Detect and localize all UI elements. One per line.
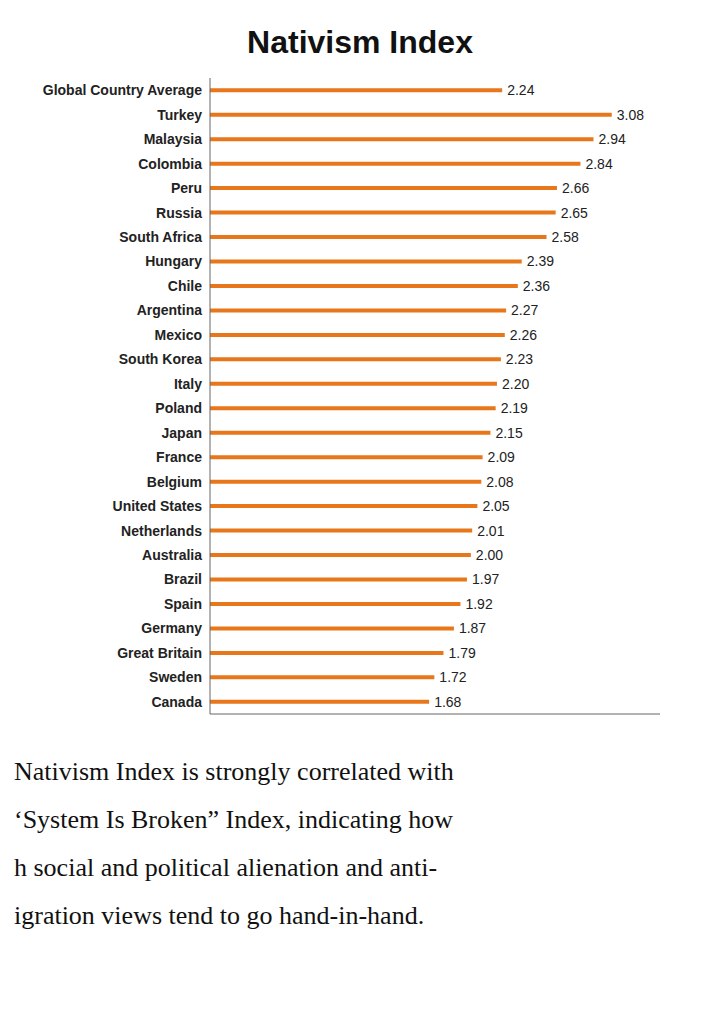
svg-text:2.58: 2.58 [552,229,579,245]
svg-text:France: France [156,449,202,465]
svg-text:Poland: Poland [155,400,202,416]
svg-text:Chile: Chile [168,278,202,294]
svg-text:2.26: 2.26 [510,327,537,343]
svg-text:2.27: 2.27 [511,302,538,318]
svg-text:2.05: 2.05 [482,498,509,514]
svg-text:1.68: 1.68 [434,694,461,710]
svg-text:2.09: 2.09 [488,449,515,465]
svg-text:3.08: 3.08 [617,107,644,123]
svg-text:Spain: Spain [164,596,202,612]
html-text:igration views tend to go hand: igration views tend to go hand-in-hand. [14,901,425,930]
svg-text:Hungary: Hungary [145,253,202,269]
svg-text:2.84: 2.84 [585,156,612,172]
svg-text:1.79: 1.79 [448,645,475,661]
svg-text:2.08: 2.08 [486,474,513,490]
svg-text:Argentina: Argentina [137,302,203,318]
html-text:Nativism Index is strongly cor: Nativism Index is strongly correlated wi… [14,757,454,786]
svg-text:2.39: 2.39 [527,253,554,269]
svg-text:1.72: 1.72 [439,669,466,685]
svg-text:Netherlands: Netherlands [121,523,202,539]
svg-text:Peru: Peru [171,180,202,196]
svg-text:Great Britain: Great Britain [117,645,202,661]
svg-text:2.65: 2.65 [561,205,588,221]
svg-text:South Africa: South Africa [119,229,202,245]
svg-text:1.97: 1.97 [472,571,499,587]
svg-text:Sweden: Sweden [149,669,202,685]
svg-text:Italy: Italy [174,376,202,392]
svg-text:Brazil: Brazil [164,571,202,587]
svg-text:Canada: Canada [151,694,202,710]
svg-text:2.24: 2.24 [507,82,534,98]
svg-text:Russia: Russia [156,205,202,221]
svg-text:Colombia: Colombia [138,156,202,172]
svg-text:2.94: 2.94 [598,131,625,147]
svg-text:South Korea: South Korea [119,351,202,367]
svg-text:2.19: 2.19 [501,400,528,416]
svg-text:2.00: 2.00 [476,547,503,563]
svg-text:United States: United States [113,498,203,514]
svg-text:Mexico: Mexico [155,327,202,343]
svg-text:Germany: Germany [141,620,202,636]
svg-text:1.87: 1.87 [459,620,486,636]
svg-text:2.66: 2.66 [562,180,589,196]
html-text:‘System Is Broken” Index, indi: ‘System Is Broken” Index, indicating how [14,805,453,834]
svg-text:2.15: 2.15 [495,425,522,441]
svg-text:2.20: 2.20 [502,376,529,392]
svg-text:2.01: 2.01 [477,523,504,539]
svg-text:Malaysia: Malaysia [144,131,203,147]
svg-text:Belgium: Belgium [147,474,202,490]
html-text:h social and political alienat: h social and political alienation and an… [14,853,438,882]
svg-text:Australia: Australia [142,547,202,563]
svg-text:Japan: Japan [162,425,202,441]
svg-text:Turkey: Turkey [157,107,202,123]
svg-text:2.23: 2.23 [506,351,533,367]
svg-text:2.36: 2.36 [523,278,550,294]
html-text:Nativism Index: Nativism Index [247,24,473,60]
svg-text:Global Country Average: Global Country Average [43,82,202,98]
svg-text:1.92: 1.92 [465,596,492,612]
